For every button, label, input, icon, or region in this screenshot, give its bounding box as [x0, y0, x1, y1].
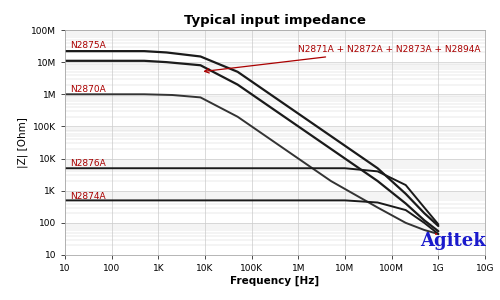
Text: Agitek: Agitek: [420, 232, 486, 250]
Text: N2874A: N2874A: [70, 192, 106, 201]
Text: N2876A: N2876A: [70, 160, 106, 169]
Text: N2870A: N2870A: [70, 85, 106, 94]
X-axis label: Frequency [Hz]: Frequency [Hz]: [230, 276, 320, 286]
Title: Typical input impedance: Typical input impedance: [184, 14, 366, 27]
Y-axis label: |Z| [Ohm]: |Z| [Ohm]: [18, 117, 28, 168]
Text: N2871A + N2872A + N2873A + N2894A: N2871A + N2872A + N2873A + N2894A: [204, 45, 481, 73]
Text: N2875A: N2875A: [70, 41, 106, 50]
Text: •: •: [434, 232, 438, 238]
